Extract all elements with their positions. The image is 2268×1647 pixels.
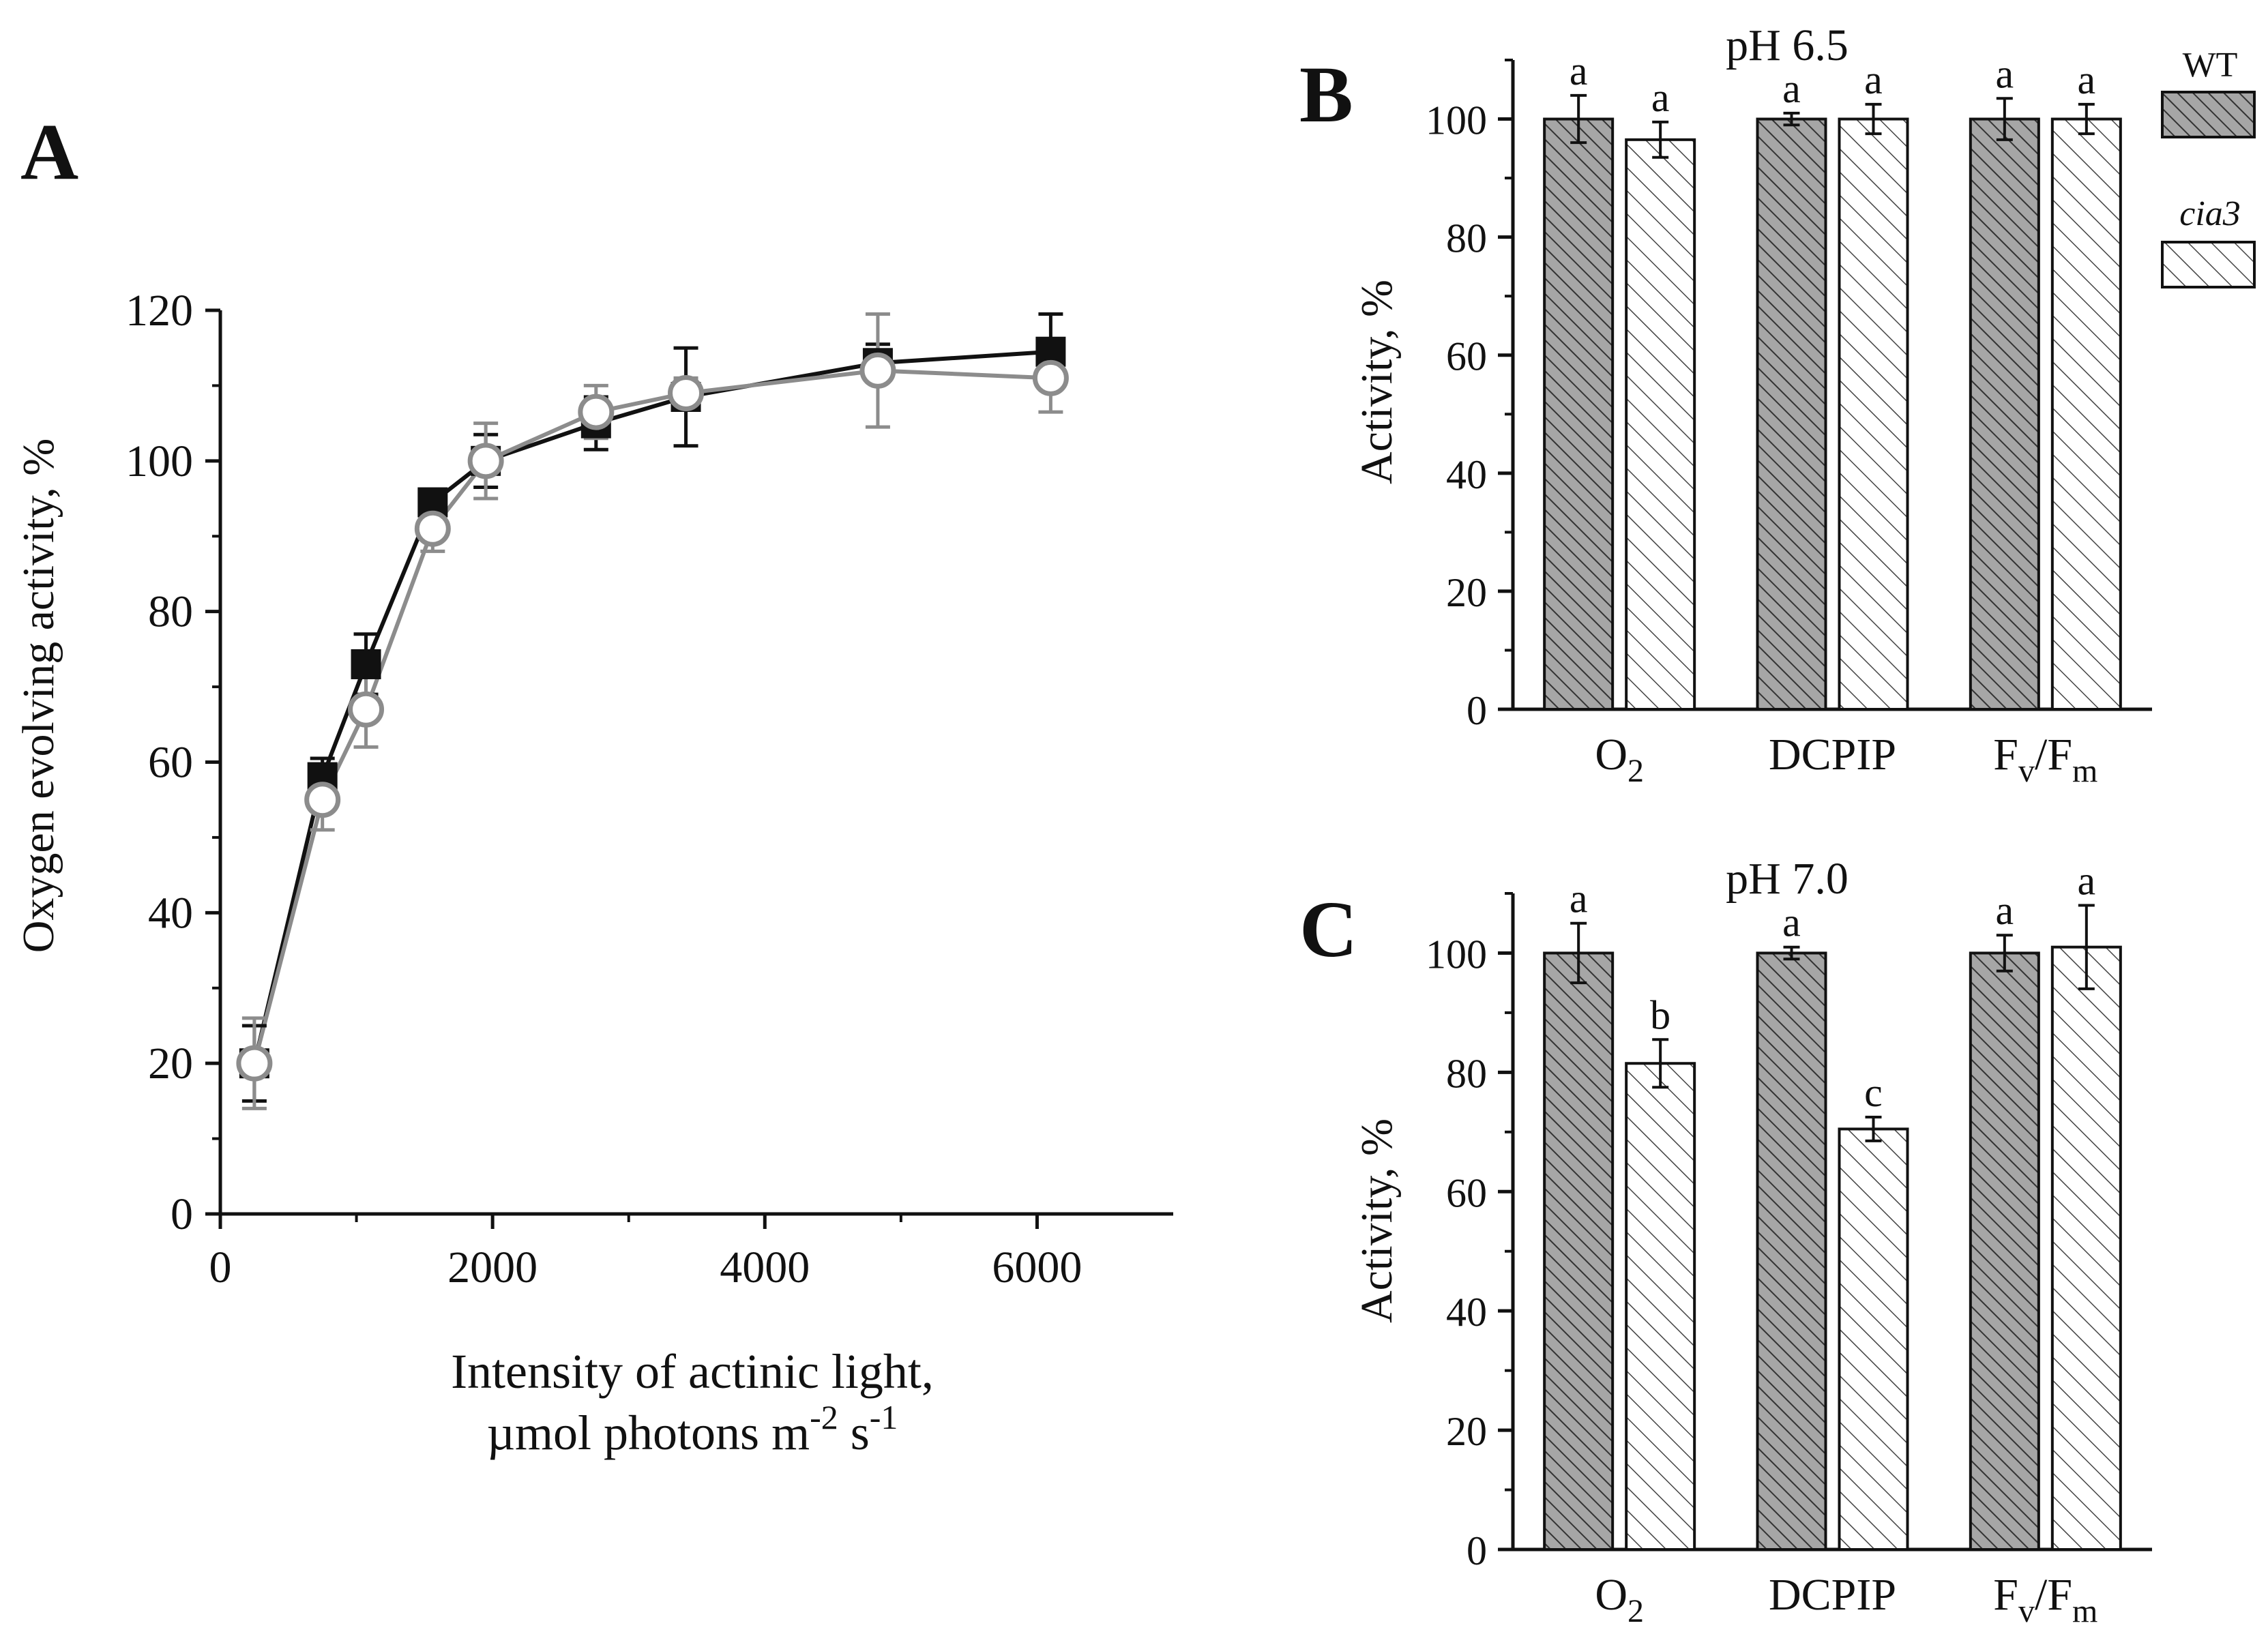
bar-WT: [1969, 117, 2040, 711]
panel-b-errorbars: [1570, 93, 2095, 159]
panel-a-ytick-label: 0: [171, 1189, 193, 1239]
panel-b-ytick-label: 100: [1426, 98, 1487, 143]
panel-c-letters: a b a c a a: [1570, 858, 2095, 1114]
panel-a-ytick-label: 60: [148, 738, 193, 788]
significance-letter: a: [1570, 48, 1588, 93]
panel-a-markers: [236, 336, 1069, 1082]
legend-cia3-label: cia3: [2179, 194, 2241, 233]
panel-b-title: pH 6.5: [1726, 20, 1849, 70]
bar-cia3: [1838, 117, 1909, 711]
panel-c-label: C: [1299, 885, 1357, 974]
bar-cia3: [2050, 945, 2122, 1551]
panel-a-ylabel: Oxygen evolving activity, %: [14, 439, 63, 953]
significance-letter: b: [1650, 992, 1670, 1037]
panel-a-ytick-label: 120: [126, 286, 193, 336]
panel-b-ytick-label: 80: [1446, 216, 1487, 261]
panel-c-ytick-label: 40: [1446, 1290, 1487, 1335]
bar-cia3: [1838, 1127, 1909, 1551]
xlabel-sup-1: -2: [810, 1398, 838, 1436]
legend-wt-label: WT: [2183, 46, 2238, 85]
panel-b-axes: 0 20 40 60 80 100: [1426, 59, 2152, 733]
panel-a-xlabel-line1: Intensity of actinic light,: [451, 1344, 934, 1399]
point-cia3: [668, 374, 705, 411]
category-label: Fv/Fm: [1993, 1570, 2097, 1629]
xlabel-mid: s: [838, 1406, 870, 1460]
legend-cia3-swatch: [2161, 241, 2256, 288]
panel-b-ytick-label: 20: [1446, 570, 1487, 615]
panel-c-axes: 0 20 40 60 80 100: [1426, 892, 2152, 1573]
panel-a-ytick-label: 100: [126, 436, 193, 486]
significance-letter: a: [1782, 900, 1801, 945]
significance-letter: a: [1996, 888, 2014, 933]
category-label: Fv/Fm: [1993, 730, 2097, 789]
point-cia3: [467, 443, 504, 479]
significance-letter: a: [1651, 75, 1670, 120]
panel-a-ytick-label: 40: [148, 888, 193, 938]
point-cia3: [1032, 359, 1069, 396]
panel-a-xlabel-line2: µmol photons m-2 s-1: [487, 1398, 898, 1460]
panel-b: B pH 6.5 Activity, % 0 20 40 60 80 100 a a a a a a…: [1299, 20, 2152, 789]
bar-WT: [1543, 117, 1615, 711]
category-label: DCPIP: [1769, 730, 1896, 780]
panel-a-ytick-label: 80: [148, 587, 193, 637]
panel-a-axes: 0 2000 4000 6000 0 20 40 60 80 100 120: [126, 286, 1173, 1292]
xlabel-sup-2: -1: [870, 1398, 898, 1436]
panel-c-ytick-label: 100: [1426, 932, 1487, 977]
significance-letter: a: [1782, 66, 1801, 111]
panel-c-ytick-label: 80: [1446, 1051, 1487, 1096]
point-cia3: [348, 691, 385, 728]
point-WT: [351, 649, 381, 679]
panel-c-errorbars: [1570, 904, 2095, 1142]
panel-c-bars: [1543, 945, 2122, 1552]
legend-wt-swatch: [2161, 91, 2256, 138]
panel-c-ylabel: Activity, %: [1352, 1118, 1402, 1323]
point-cia3: [304, 782, 341, 818]
panel-a-xtick-label: 6000: [992, 1243, 1082, 1292]
significance-letter: a: [1996, 51, 2014, 96]
panel-a-xtick-label: 0: [209, 1243, 232, 1292]
category-label: O2: [1595, 1570, 1644, 1629]
significance-letter: a: [1570, 876, 1588, 921]
panel-b-label: B: [1299, 50, 1353, 139]
point-cia3: [859, 352, 896, 389]
legend: WT cia3: [2161, 46, 2256, 288]
point-cia3: [236, 1045, 273, 1082]
panel-c-ytick-label: 60: [1446, 1170, 1487, 1215]
panel-b-ytick-label: 0: [1467, 688, 1487, 733]
bar-WT: [1756, 117, 1827, 711]
bar-WT: [1543, 951, 1615, 1552]
point-cia3: [578, 394, 615, 430]
point-cia3: [414, 510, 451, 547]
panel-c-categories: O2 DCPIP Fv/Fm: [1595, 1570, 2097, 1629]
bar-WT: [1969, 951, 2040, 1552]
bar-cia3: [2050, 117, 2122, 711]
significance-letter: a: [2078, 57, 2096, 102]
category-label: O2: [1595, 730, 1644, 789]
panel-a-ytick-label: 20: [148, 1039, 193, 1088]
panel-b-letters: aa a a a a: [1570, 48, 2095, 120]
panel-a-xtick-label: 2000: [447, 1243, 537, 1292]
significance-letter: a: [1864, 57, 1883, 102]
category-label: DCPIP: [1769, 1570, 1896, 1620]
panel-a: A 0 2000 4000 6000 0 20 40 60 80 100 120 Oxygen ev…: [14, 107, 1173, 1460]
significance-letter: c: [1864, 1070, 1883, 1115]
panel-b-bars: [1543, 117, 2122, 711]
panel-c-ytick-label: 0: [1467, 1528, 1487, 1573]
panel-a-label: A: [20, 107, 78, 196]
xlabel-units: µmol photons m: [487, 1406, 810, 1460]
panel-b-ylabel: Activity, %: [1352, 280, 1402, 484]
panel-b-ytick-label: 40: [1446, 452, 1487, 497]
panel-c-title: pH 7.0: [1726, 854, 1849, 904]
panel-b-categories: O2 DCPIP Fv/Fm: [1595, 730, 2097, 789]
significance-letter: a: [2078, 858, 2096, 903]
bar-cia3: [1625, 138, 1696, 711]
bar-cia3: [1625, 1062, 1696, 1551]
panel-c-ytick-label: 20: [1446, 1409, 1487, 1454]
panel-a-xtick-label: 4000: [720, 1243, 810, 1292]
bar-WT: [1756, 951, 1827, 1552]
panel-b-ytick-label: 60: [1446, 334, 1487, 379]
